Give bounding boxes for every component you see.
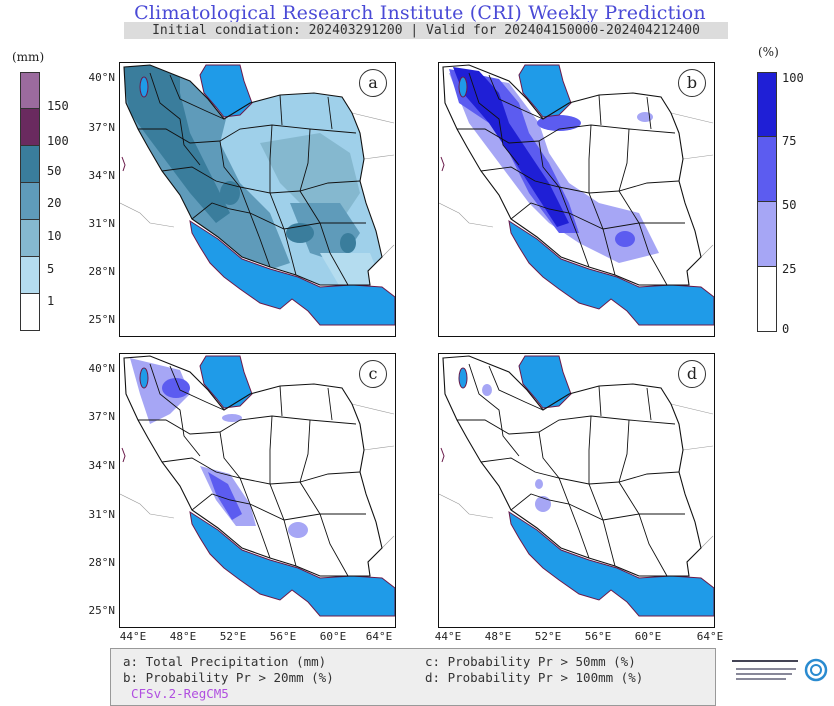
left-colorbar — [20, 72, 40, 331]
legend-d: d: Probability Pr > 100mm (%) — [425, 670, 644, 685]
lon-tick: 60°E — [634, 630, 662, 643]
lat-tick: 37°N — [88, 410, 116, 423]
institute-logo-icon — [732, 658, 828, 682]
lat-tick: 34°N — [88, 169, 116, 182]
lat-tick: 37°N — [88, 121, 116, 134]
lon-tick: 52°E — [219, 630, 247, 643]
lat-tick: 25°N — [88, 604, 116, 617]
panel-d-probability-100mm: d — [438, 353, 715, 628]
lon-tick: 64°E — [696, 630, 724, 643]
lon-tick: 64°E — [365, 630, 393, 643]
lat-tick: 31°N — [88, 508, 116, 521]
lon-tick: 56°E — [269, 630, 297, 643]
map-b — [439, 63, 714, 326]
map-d — [439, 354, 714, 617]
right-cb-0: 0 — [782, 322, 790, 336]
left-cb-10: 10 — [47, 229, 62, 243]
lon-tick: 52°E — [534, 630, 562, 643]
legend-box: a: Total Precipitation (mm) b: Probabili… — [110, 648, 716, 706]
lat-tick: 40°N — [88, 362, 116, 375]
lon-tick: 44°E — [119, 630, 147, 643]
legend-a: a: Total Precipitation (mm) — [123, 654, 327, 669]
model-label: CFSv.2-RegCM5 — [131, 686, 229, 701]
panel-b-probability-20mm: b — [438, 62, 715, 337]
right-colorbar-unit: (%) — [758, 45, 779, 59]
left-cb-150: 150 — [47, 99, 69, 113]
legend-b: b: Probability Pr > 20mm (%) — [123, 670, 334, 685]
panel-label-b: b — [678, 69, 706, 97]
lon-tick: 48°E — [484, 630, 512, 643]
lat-tick: 25°N — [88, 313, 116, 326]
right-cb-50: 50 — [782, 198, 797, 212]
page-title: Climatological Research Institute (CRI) … — [134, 2, 706, 24]
lat-tick: 34°N — [88, 459, 116, 472]
left-cb-50: 50 — [47, 164, 62, 178]
map-a — [120, 63, 395, 326]
right-cb-75: 75 — [782, 134, 797, 148]
panel-label-d: d — [678, 360, 706, 388]
left-colorbar-unit: (mm) — [12, 50, 45, 64]
left-cb-5: 5 — [47, 262, 55, 276]
legend-c: c: Probability Pr > 50mm (%) — [425, 654, 636, 669]
right-cb-100: 100 — [782, 71, 804, 85]
left-cb-20: 20 — [47, 196, 62, 210]
map-c — [120, 354, 395, 617]
lat-tick: 40°N — [88, 71, 116, 84]
lon-tick: 44°E — [434, 630, 462, 643]
lon-tick: 48°E — [169, 630, 197, 643]
left-cb-1: 1 — [47, 294, 55, 308]
panel-label-a: a — [359, 69, 387, 97]
lon-tick: 56°E — [584, 630, 612, 643]
left-cb-100: 100 — [47, 134, 69, 148]
panel-a-total-precipitation: a — [119, 62, 396, 337]
panel-label-c: c — [359, 360, 387, 388]
validity-subtitle: Initial condiation: 202403291200 | Valid… — [124, 22, 728, 39]
lon-tick: 60°E — [319, 630, 347, 643]
right-colorbar — [757, 72, 777, 332]
panel-c-probability-50mm: c — [119, 353, 396, 628]
lat-tick: 31°N — [88, 217, 116, 230]
lat-tick: 28°N — [88, 265, 116, 278]
lat-tick: 28°N — [88, 556, 116, 569]
right-cb-25: 25 — [782, 262, 797, 276]
